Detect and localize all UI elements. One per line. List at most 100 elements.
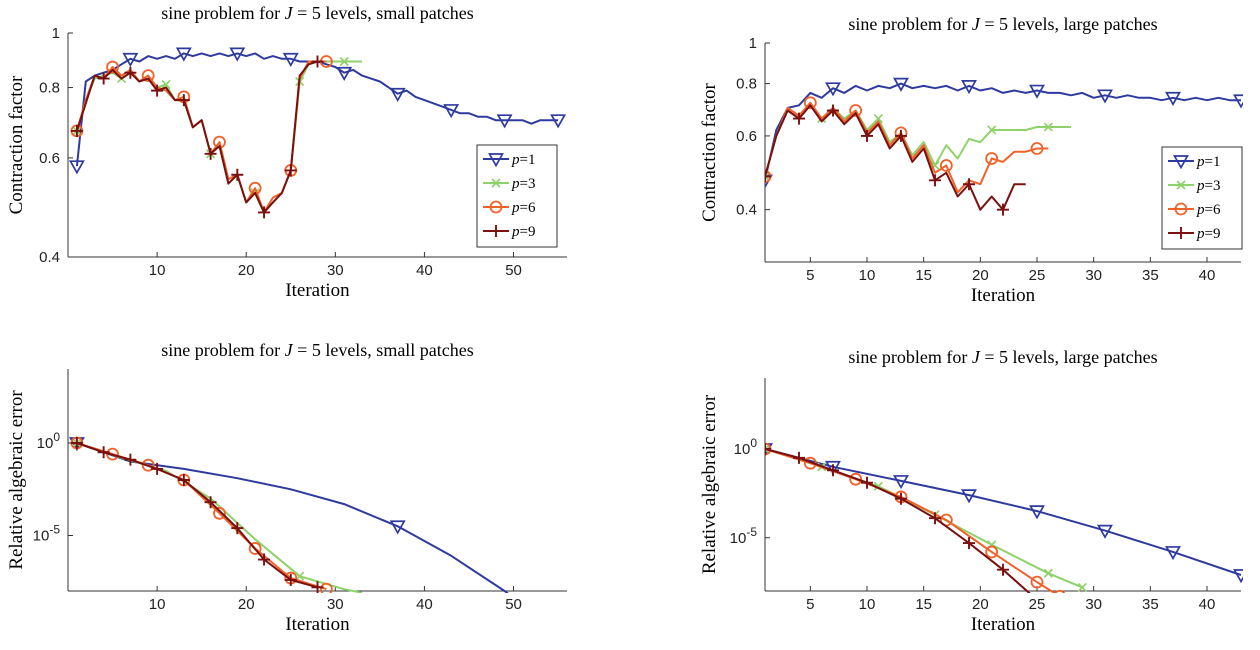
data-point-marker — [204, 147, 217, 160]
data-point-marker — [961, 489, 977, 504]
data-point-marker — [177, 94, 190, 107]
x-tick-label: 10 — [149, 596, 166, 613]
legend-marker — [1174, 202, 1188, 216]
data-point-marker — [987, 125, 997, 135]
data-point-marker — [151, 84, 164, 97]
data-point-marker — [141, 458, 155, 472]
x-tick-label: 30 — [1085, 267, 1102, 284]
y-tick-label: 0.4 — [39, 249, 60, 266]
x-axis-label: Iteration — [971, 285, 1036, 306]
x-tick-label: 10 — [859, 267, 876, 284]
legend-label: p=3 — [511, 176, 535, 192]
y-axis-label: Relative algebraic error — [6, 390, 27, 570]
legend-marker — [1175, 227, 1187, 239]
data-point-marker — [124, 66, 137, 79]
x-axis-label: Iteration — [971, 614, 1036, 635]
data-point-marker — [793, 112, 805, 125]
legend-label: p=1 — [1196, 154, 1220, 170]
x-axis-label: Iteration — [285, 614, 350, 635]
y-tick-label: 1 — [749, 35, 757, 52]
legend-label: p=6 — [1196, 202, 1221, 218]
data-point-marker — [849, 472, 863, 486]
data-point-marker — [765, 171, 770, 182]
data-point-marker — [177, 474, 190, 486]
x-tick-label: 30 — [327, 596, 344, 613]
y-tick-label: 0.8 — [736, 76, 757, 93]
data-point-marker — [1165, 546, 1181, 561]
data-point-marker — [213, 506, 226, 520]
x-tick-label: 40 — [416, 596, 433, 613]
chart-svg: sine problem for J = 5 levels, large pat… — [699, 14, 1243, 306]
chart-title: sine problem for J = 5 levels, small pat… — [161, 340, 474, 360]
x-tick-label: 30 — [327, 262, 344, 279]
legend-label: p=1 — [511, 152, 535, 168]
x-tick-label: 15 — [915, 596, 932, 613]
data-point-marker — [284, 573, 297, 586]
data-point-marker — [336, 66, 353, 81]
data-point-marker — [339, 56, 349, 67]
data-point-marker — [997, 203, 1009, 216]
data-point-marker — [873, 113, 883, 124]
data-point-marker — [939, 159, 953, 172]
series-line — [765, 448, 1242, 576]
series-p9 — [70, 437, 324, 593]
series-line — [765, 101, 1049, 194]
chart-error-large: sine problem for J = 5 levels, large pat… — [630, 325, 1260, 650]
y-tick-label: 0.6 — [736, 128, 757, 145]
data-point-marker — [106, 60, 119, 74]
data-point-marker — [258, 553, 271, 566]
y-tick-label: 1 — [52, 25, 60, 42]
x-axis-label: Iteration — [285, 280, 350, 301]
data-point-marker — [929, 174, 941, 187]
chart-title: sine problem for J = 5 levels, small pat… — [161, 3, 474, 23]
data-point-marker — [389, 520, 406, 535]
data-point-marker — [961, 80, 977, 95]
legend-item: p=1 — [1168, 154, 1220, 170]
x-tick-label: 50 — [505, 596, 522, 613]
series-line — [765, 448, 1057, 593]
series-p6 — [765, 96, 1049, 194]
data-point-marker — [765, 443, 771, 455]
x-tick-label: 40 — [1199, 596, 1216, 613]
x-tick-label: 40 — [416, 262, 433, 279]
data-point-marker — [1029, 505, 1045, 520]
data-point-marker — [231, 168, 244, 181]
data-point-marker — [861, 129, 873, 142]
series-line — [765, 448, 1031, 593]
data-point-marker — [175, 47, 192, 62]
data-point-marker — [1233, 569, 1243, 584]
data-point-marker — [161, 79, 171, 90]
x-tick-label: 15 — [915, 267, 932, 284]
x-tick-label: 35 — [1142, 596, 1159, 613]
series-p6 — [765, 442, 1066, 593]
data-point-marker — [70, 437, 83, 449]
data-point-marker — [1097, 524, 1113, 539]
data-point-marker — [985, 545, 999, 559]
data-point-marker — [849, 104, 863, 117]
data-point-marker — [389, 87, 406, 102]
y-axis-label: Contraction factor — [699, 82, 720, 221]
chart-contraction-small: sine problem for J = 5 levels, small pat… — [0, 0, 630, 325]
y-tick-label: 0.4 — [736, 202, 757, 219]
legend-item: p=6 — [483, 200, 536, 216]
y-axis-label: Contraction factor — [6, 75, 27, 214]
data-point-marker — [282, 52, 299, 67]
data-point-marker — [70, 124, 83, 137]
data-point-marker — [320, 582, 333, 593]
chart-title: sine problem for J = 5 levels, large pat… — [848, 347, 1157, 367]
legend-item: p=6 — [1168, 202, 1221, 218]
data-point-marker — [1030, 575, 1044, 589]
data-point-marker — [151, 462, 164, 475]
x-tick-label: 10 — [859, 596, 876, 613]
x-tick-label: 30 — [1085, 596, 1102, 613]
chart-svg: sine problem for J = 5 levels, large pat… — [699, 347, 1243, 635]
legend-label: p=3 — [1196, 178, 1220, 194]
data-point-marker — [825, 82, 841, 97]
data-point-marker — [97, 446, 110, 459]
data-point-marker — [97, 72, 110, 85]
legend-item: p=9 — [1168, 226, 1220, 242]
y-tick-label: 0.6 — [39, 150, 60, 167]
legend: p=1 p=3 p=6 p=9 — [1161, 146, 1243, 250]
x-tick-label: 20 — [972, 596, 989, 613]
legend-marker — [488, 153, 504, 168]
